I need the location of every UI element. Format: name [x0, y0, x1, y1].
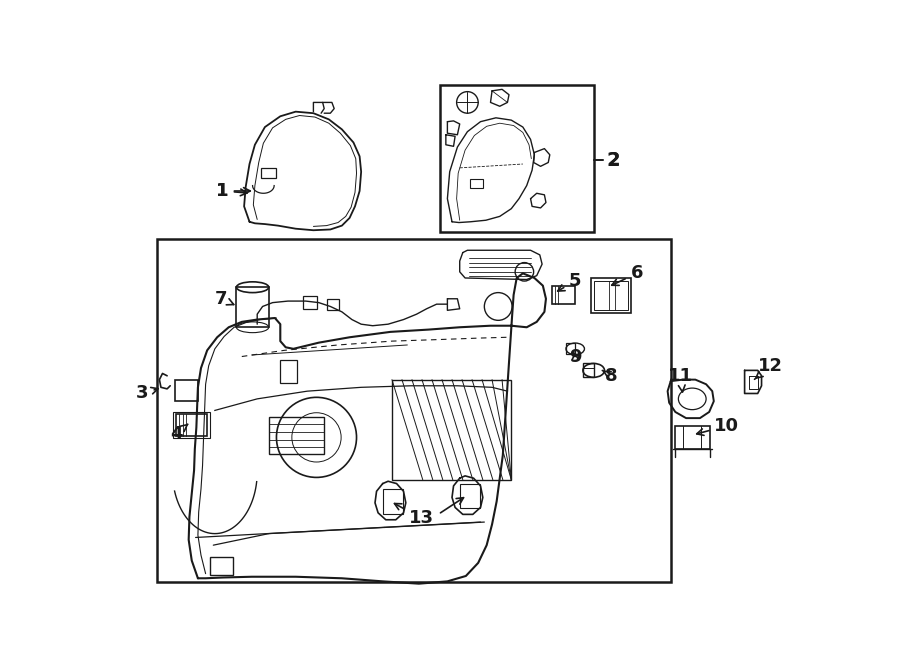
Bar [158, 239, 671, 582]
Bar [552, 286, 575, 304]
Text: 7: 7 [215, 290, 234, 308]
Bar [566, 342, 575, 354]
Bar [382, 489, 402, 514]
Bar [392, 379, 511, 480]
Text: 1: 1 [216, 182, 248, 200]
Text: 10: 10 [697, 417, 740, 436]
Bar [211, 557, 233, 575]
Text: 2: 2 [607, 151, 620, 170]
Bar [675, 426, 710, 449]
Bar [261, 168, 276, 178]
Bar [583, 364, 594, 377]
Text: 4: 4 [170, 424, 188, 442]
Bar [176, 414, 207, 436]
Bar [590, 278, 631, 313]
Text: 5: 5 [558, 272, 581, 291]
Bar [594, 281, 627, 309]
Bar [280, 360, 297, 383]
Bar [440, 85, 594, 232]
Text: 8: 8 [602, 367, 617, 385]
Bar [303, 297, 318, 309]
Bar [460, 484, 480, 508]
Text: 9: 9 [569, 348, 581, 366]
Bar [174, 412, 211, 438]
Text: 12: 12 [754, 357, 783, 379]
Bar [237, 288, 269, 327]
Bar [471, 179, 482, 188]
Bar [327, 299, 338, 309]
Bar [269, 416, 324, 453]
Bar [175, 379, 198, 401]
Text: 2: 2 [608, 151, 620, 169]
Text: 3: 3 [136, 385, 158, 403]
Text: 1: 1 [216, 182, 250, 200]
Text: 11: 11 [668, 367, 693, 392]
Text: 6: 6 [612, 264, 643, 286]
Text: 13: 13 [394, 504, 434, 527]
